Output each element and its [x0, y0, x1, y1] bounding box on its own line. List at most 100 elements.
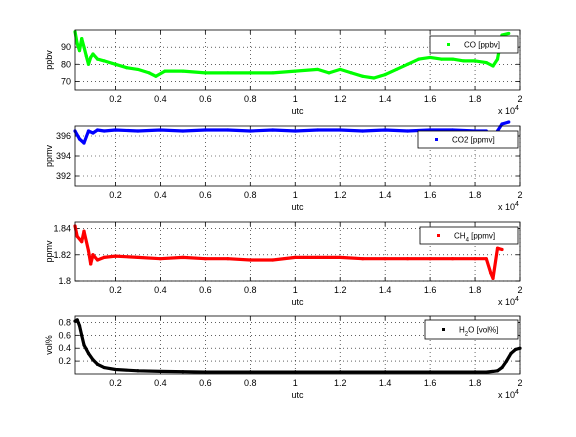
- data-point: [338, 128, 342, 132]
- y-axis-label: ppmv: [44, 240, 54, 263]
- x-tick-label: 0.6: [199, 190, 212, 200]
- data-point: [113, 254, 118, 258]
- x-tick-label: 0.2: [109, 94, 122, 104]
- data-point: [248, 129, 252, 133]
- legend-marker: [447, 43, 450, 46]
- x-tick-label: 1.6: [424, 94, 437, 104]
- x-exponent-label: x 104: [498, 201, 519, 212]
- y-tick-label: 0.8: [58, 317, 71, 327]
- y-tick-label: 0.6: [58, 330, 71, 340]
- data-point: [495, 369, 500, 373]
- data-point: [248, 258, 252, 262]
- data-point: [473, 257, 477, 261]
- data-point: [383, 72, 387, 77]
- data-point: [349, 71, 354, 75]
- data-point: [372, 76, 376, 80]
- data-point: [406, 257, 410, 261]
- legend-box: [417, 130, 519, 149]
- x-tick-label: 0.2: [109, 190, 122, 200]
- data-point: [489, 271, 493, 275]
- data-point: [428, 370, 432, 374]
- data-point: [271, 71, 275, 75]
- y-tick-label: 90: [61, 42, 71, 52]
- data-point: [383, 370, 387, 374]
- legend-marker: [437, 234, 440, 237]
- data-point: [158, 257, 163, 261]
- data-point: [77, 137, 82, 141]
- data-point: [491, 369, 495, 374]
- x-exponent-base: x 10: [498, 202, 515, 212]
- x-exponent-power: 4: [515, 296, 519, 303]
- data-point: [158, 369, 163, 374]
- y-axis-label: vol%: [44, 335, 54, 355]
- x-tick-label: 0.2: [109, 285, 122, 295]
- data-point: [82, 141, 86, 145]
- x-tick-label: 1.6: [424, 190, 437, 200]
- legend-box: [419, 226, 519, 245]
- data-point: [136, 129, 140, 133]
- x-tick-label: 0.4: [154, 285, 167, 295]
- x-tick-label: 0.8: [244, 378, 257, 388]
- x-tick-label: 2: [517, 94, 522, 104]
- data-point: [181, 69, 185, 73]
- data-point: [338, 67, 342, 72]
- data-point: [248, 370, 252, 374]
- y-axis-label: ppbv: [44, 50, 54, 70]
- x-tick-label: 1: [293, 94, 298, 104]
- y-tick-label: 392: [56, 171, 71, 181]
- data-point: [383, 128, 387, 132]
- data-point: [271, 128, 275, 132]
- data-point: [406, 62, 410, 66]
- x-tick-label: 1.4: [379, 285, 392, 295]
- data-point: [500, 365, 504, 370]
- data-point: [86, 249, 91, 253]
- data-point: [102, 129, 106, 133]
- y-tick-label: 70: [61, 76, 71, 86]
- legend-label: CO [ppbv]: [464, 41, 500, 50]
- data-point: [95, 57, 100, 61]
- legend-label-part: CH: [454, 232, 466, 241]
- data-point: [491, 276, 495, 280]
- data-point: [293, 255, 297, 259]
- data-point: [226, 257, 230, 261]
- y-tick-label: 0.4: [58, 343, 71, 353]
- x-tick-label: 1.8: [469, 378, 482, 388]
- legend-label: CO2 [ppmv]: [452, 136, 495, 145]
- x-tick-label: 0.2: [109, 378, 122, 388]
- x-tick-label: 1: [293, 285, 298, 295]
- data-point: [91, 52, 95, 56]
- x-exponent-power: 4: [515, 389, 519, 396]
- x-tick-label: 1: [293, 190, 298, 200]
- data-point: [462, 59, 466, 63]
- subplot-3: 0.2 0.4 0.6 0.8 1 1.2 1.4 1.6 1.8 21.81.821.84utc…: [44, 221, 523, 307]
- data-point: [507, 31, 511, 36]
- x-axis-label: utc: [291, 297, 304, 307]
- x-tick-label: 1.8: [469, 285, 482, 295]
- data-point: [226, 128, 230, 132]
- data-point: [293, 69, 297, 73]
- x-tick-label: 0.4: [154, 94, 167, 104]
- subplot-2: 0.2 0.4 0.6 0.8 1 1.2 1.4 1.6 1.8 2 392 394 396 utc pp…: [44, 120, 523, 212]
- data-point: [473, 370, 477, 374]
- data-point: [484, 370, 488, 374]
- x-tick-label: 1.4: [379, 94, 392, 104]
- data-point: [500, 247, 504, 252]
- data-point: [86, 351, 91, 355]
- legend-label-part: O [vol%]: [468, 326, 498, 335]
- data-point: [417, 57, 421, 61]
- x-exponent-label: x 104: [498, 296, 519, 307]
- legend-label-part: CO2 [ppmv]: [452, 136, 495, 145]
- data-point: [293, 129, 297, 133]
- data-point: [89, 55, 93, 60]
- subplot-1: 0.2 0.4 0.6 0.8 1 1.2 1.4 1.6 1.8 2 70 80 90 utc ppbv x…: [44, 29, 523, 116]
- y-tick-label: 1.82: [53, 250, 71, 260]
- data-point: [439, 57, 443, 61]
- data-point: [95, 128, 100, 132]
- x-tick-label: 1: [293, 378, 298, 388]
- legend: CO [ppbv]: [429, 35, 519, 54]
- data-point: [163, 69, 167, 73]
- x-tick-label: 0.4: [154, 378, 167, 388]
- data-point: [82, 229, 86, 233]
- data-point: [95, 258, 100, 262]
